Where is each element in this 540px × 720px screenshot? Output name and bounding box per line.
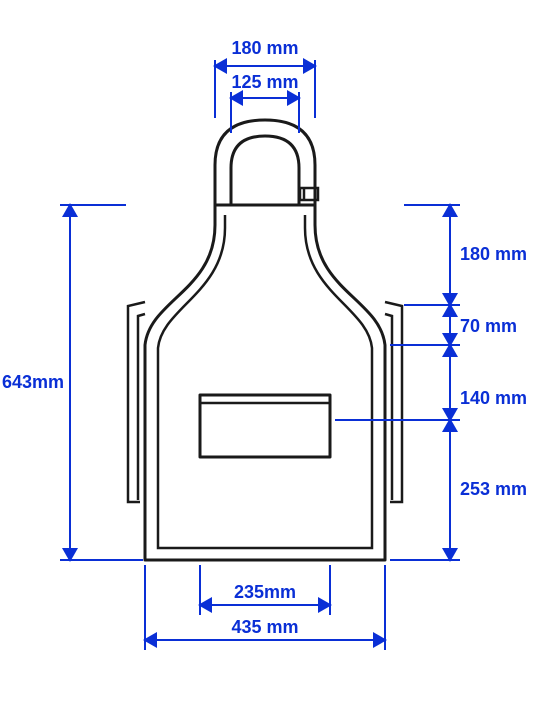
dim-left-total: 643mm [2,205,143,560]
neck-loop-inner [231,136,299,205]
dim-right-4: 253 mm [450,420,527,560]
pocket [200,395,330,457]
dim-right-2: 70 mm [450,305,517,345]
dim-label: 253 mm [460,479,527,499]
dim-label: 180 mm [460,244,527,264]
apron-body-inner [158,215,372,548]
dim-label: 140 mm [460,388,527,408]
dim-right-3: 140 mm [450,345,527,420]
dim-label: 643mm [2,372,64,392]
dim-bottom-inner: 235mm [200,565,330,615]
right-tie [385,302,402,502]
dim-label: 435 mm [231,617,298,637]
dim-bottom-outer: 435 mm [145,565,385,650]
dim-label: 70 mm [460,316,517,336]
apron-outline [128,120,402,560]
apron-body-outer [145,205,385,560]
left-tie [128,302,145,502]
dim-label: 235mm [234,582,296,602]
apron-dimension-diagram: 180 mm 125 mm 643mm 180 mm [0,0,540,720]
dim-right-1: 180 mm [450,205,527,305]
dim-label: 125 mm [231,72,298,92]
dim-label: 180 mm [231,38,298,58]
dimensions: 180 mm 125 mm 643mm 180 mm [2,38,527,650]
